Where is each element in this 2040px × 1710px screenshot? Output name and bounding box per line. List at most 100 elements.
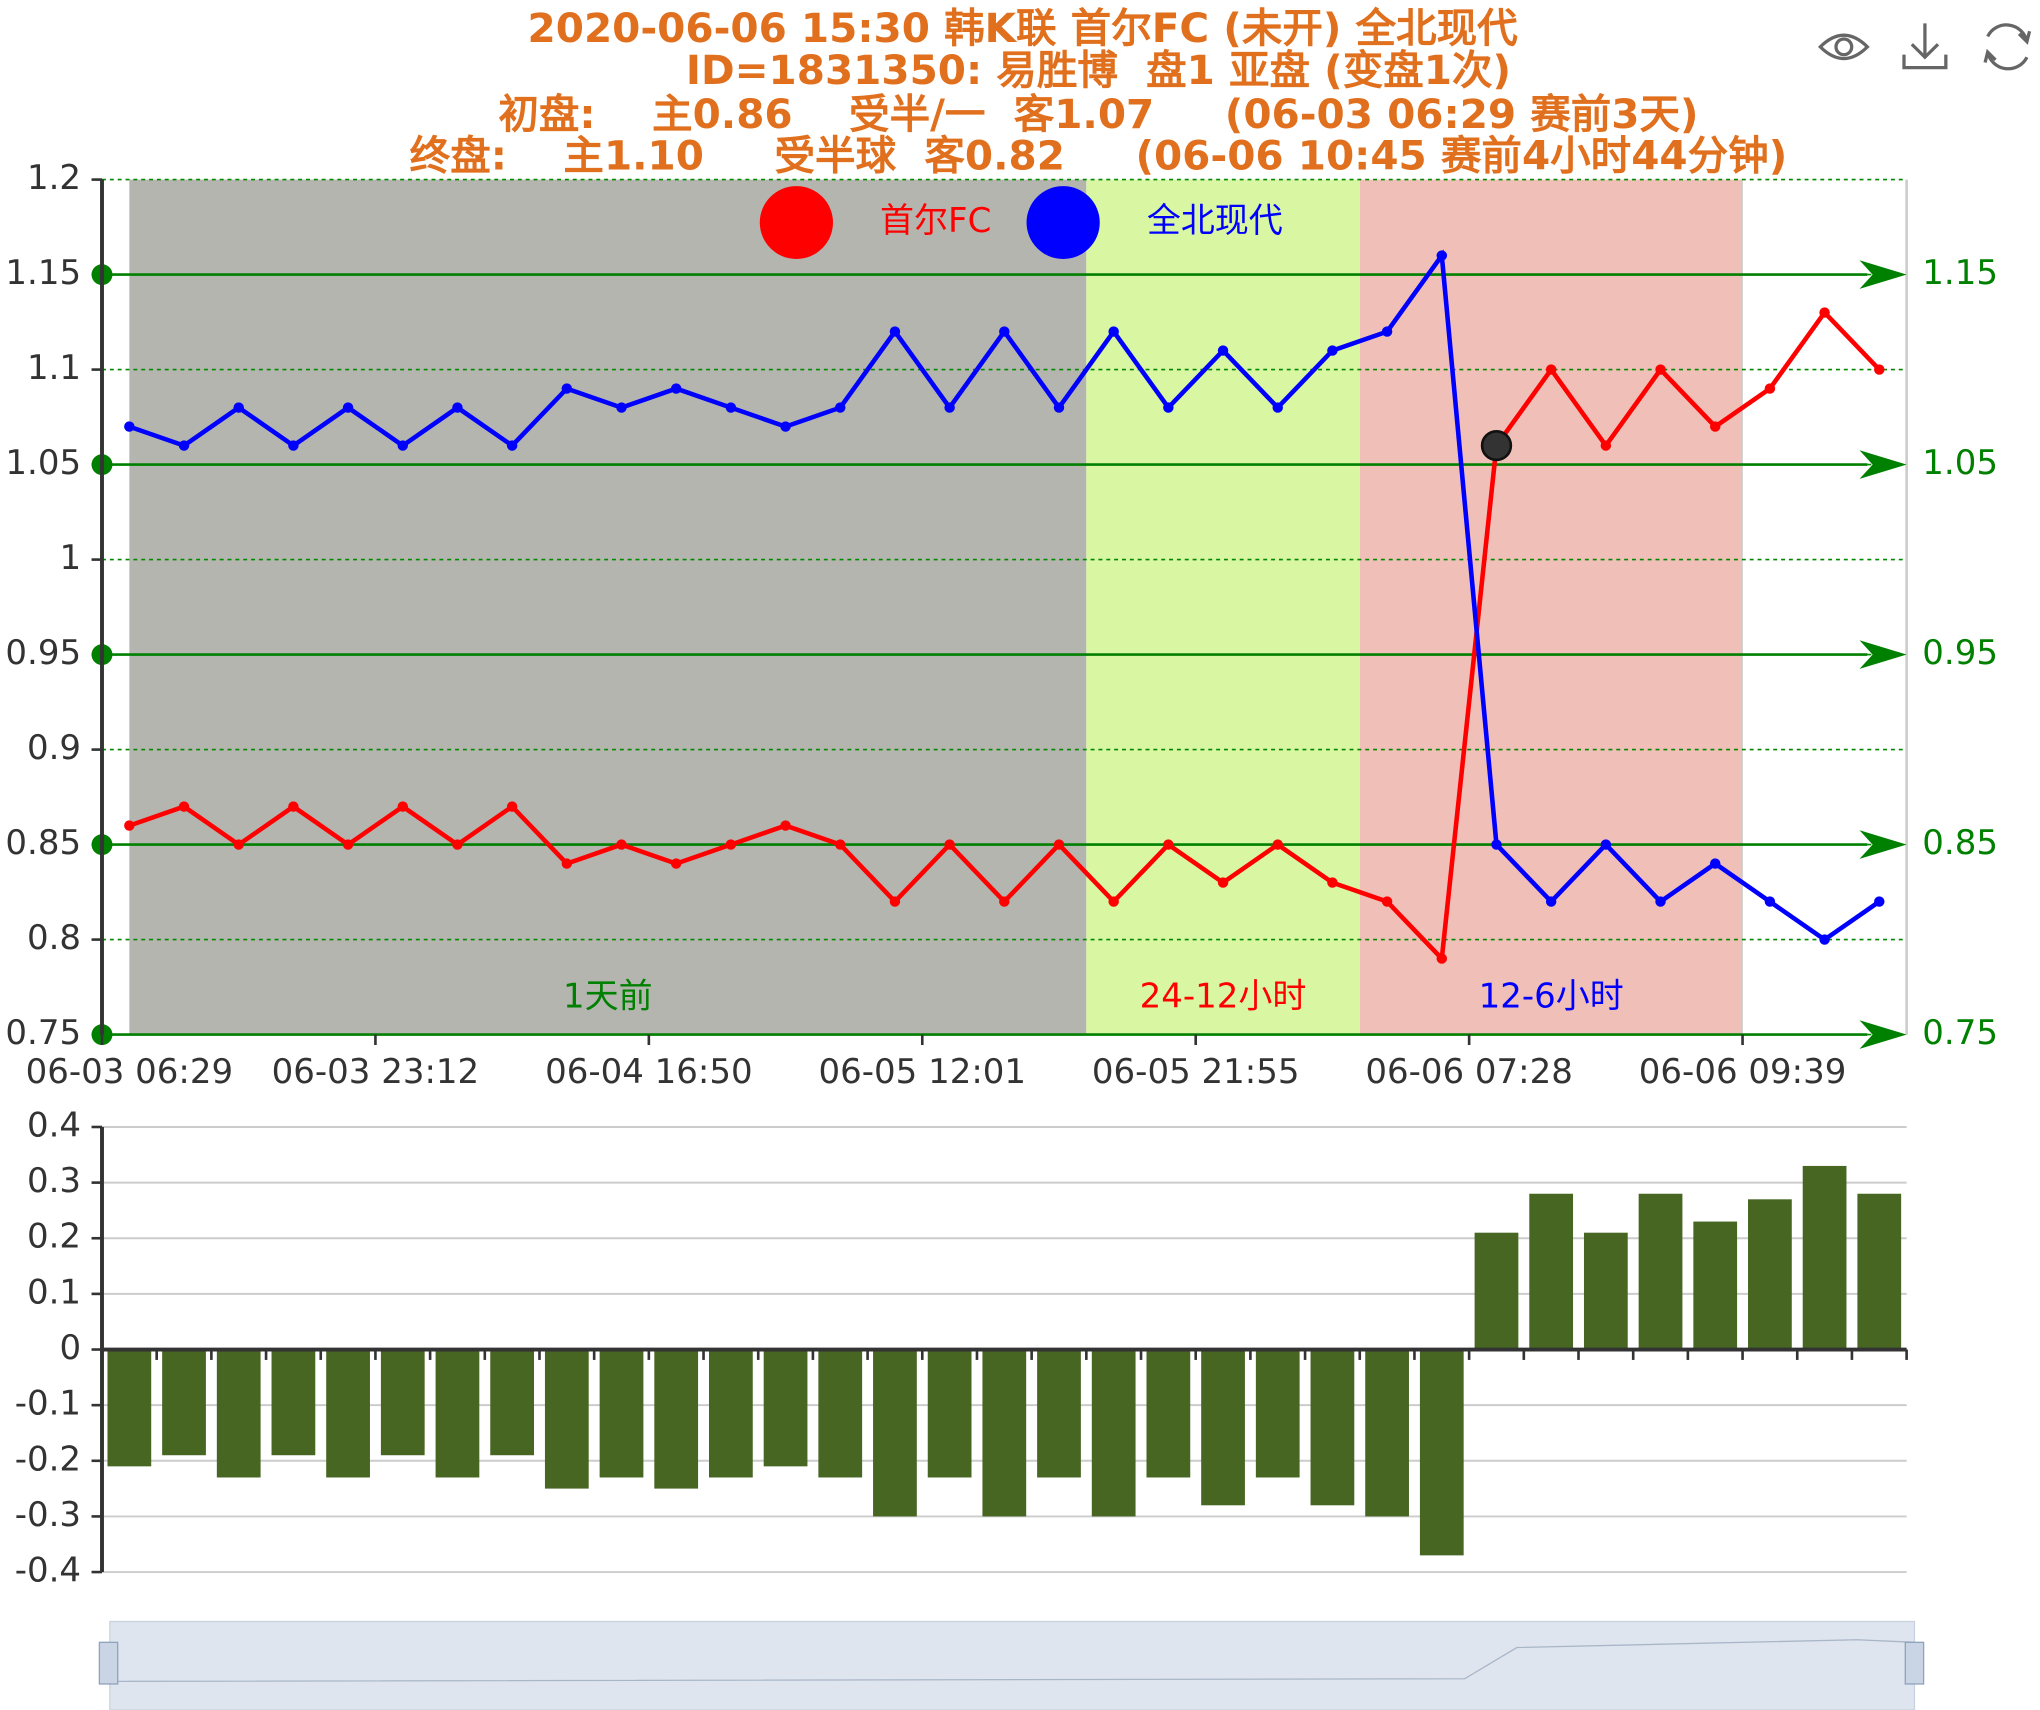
point: [178, 440, 190, 451]
mark-arrow: [1859, 450, 1907, 479]
point: [1819, 934, 1830, 945]
title-line: 终盘: 主1.10 受半球 客0.82 (06-06 10:45 赛前4小时44…: [410, 132, 1788, 180]
point: [1436, 250, 1448, 261]
y-tick-label: 1.05: [5, 443, 81, 482]
point: [725, 402, 737, 413]
bar: [1091, 1349, 1136, 1517]
point: [561, 383, 573, 394]
point: [1327, 877, 1338, 888]
point: [1709, 858, 1721, 869]
bar: [1583, 1232, 1628, 1350]
point: [233, 839, 244, 850]
bar: [1310, 1349, 1355, 1506]
bar: [544, 1349, 589, 1489]
zoom-handle[interactable]: [1904, 1641, 1925, 1685]
point: [1655, 896, 1666, 907]
bar: [1529, 1193, 1574, 1350]
x-tick-label: 06-06 09:39: [1639, 1052, 1847, 1091]
bar: [654, 1349, 699, 1489]
point: [1327, 345, 1338, 356]
mark-label: 1.05: [1922, 443, 1998, 482]
legend-label: 全北现代: [1147, 201, 1283, 240]
refresh-icon[interactable]: [1983, 23, 2032, 71]
title-line: 2020-06-06 15:30 韩K联 首尔FC (未开) 全北现代: [528, 4, 1519, 52]
point: [1819, 307, 1830, 318]
point: [233, 402, 244, 413]
point: [1655, 364, 1666, 375]
bar: [435, 1349, 480, 1478]
point: [1381, 326, 1393, 337]
region-label: 12-6小时: [1479, 977, 1624, 1016]
bar: [927, 1349, 972, 1478]
point: [889, 326, 901, 337]
bar: [1419, 1349, 1464, 1556]
point: [835, 402, 846, 413]
toolbox[interactable]: [1817, 23, 2032, 71]
point: [397, 440, 408, 451]
zoom-track[interactable]: [109, 1620, 1916, 1710]
bar: [1255, 1349, 1300, 1478]
bar: [709, 1349, 753, 1478]
y-tick-label: -0.4: [15, 1551, 81, 1590]
zoom-handle[interactable]: [98, 1641, 119, 1685]
bar: [1802, 1165, 1847, 1350]
bar: [763, 1349, 808, 1467]
mark-arrow: [1859, 260, 1907, 289]
legend-swatch: [759, 186, 833, 259]
bar: [873, 1349, 917, 1517]
mark-label: 0.95: [1922, 633, 1998, 672]
view-icon[interactable]: [1817, 33, 1870, 61]
point: [1053, 402, 1065, 413]
bar: [326, 1349, 370, 1478]
point: [780, 820, 791, 831]
download-icon[interactable]: [1902, 23, 1948, 70]
bar: [1693, 1221, 1738, 1350]
point: [1272, 839, 1283, 850]
region-label: 1天前: [563, 977, 653, 1016]
point: [944, 402, 955, 413]
point: [1108, 896, 1119, 907]
point: [670, 858, 682, 869]
x-tick-label: 06-03 23:12: [272, 1052, 480, 1091]
point: [342, 402, 354, 413]
bar: [818, 1349, 863, 1478]
y-tick-label: 0.85: [5, 823, 81, 862]
y-tick-label: 0.4: [27, 1106, 81, 1145]
x-tick-label: 06-05 21:55: [1092, 1052, 1300, 1091]
point: [1545, 896, 1557, 907]
point: [452, 402, 463, 413]
y-tick-label: 0: [59, 1328, 81, 1367]
point: [124, 820, 135, 831]
legend-swatch: [1026, 186, 1100, 259]
y-tick-label: -0.2: [15, 1439, 81, 1478]
x-tick-label: 06-06 07:28: [1365, 1052, 1573, 1091]
y-tick-label: 0.2: [27, 1217, 81, 1256]
title-line: 初盘: 主0.86 受半/一 客1.07 (06-03 06:29 赛前3天): [498, 90, 1698, 138]
y-tick-label: -0.3: [15, 1495, 81, 1534]
point: [178, 801, 190, 812]
y-tick-label: 1: [59, 538, 81, 577]
point: [725, 839, 737, 850]
point: [1108, 326, 1119, 337]
point: [999, 326, 1010, 337]
region: [1359, 179, 1743, 1035]
point: [1272, 402, 1283, 413]
bar: [490, 1349, 535, 1456]
x-tick-label: 06-04 16:50: [545, 1052, 753, 1091]
point: [124, 421, 135, 432]
mark-arrow: [1859, 640, 1907, 669]
bar: [1146, 1349, 1191, 1478]
point: [616, 402, 627, 413]
title-line: ID=1831350: 易胜博 盘1 亚盘 (变盘1次): [686, 46, 1511, 94]
point: [452, 839, 463, 850]
y-tick-label: 0.95: [5, 633, 81, 672]
y-tick-label: 0.3: [27, 1161, 81, 1200]
bar: [162, 1349, 206, 1456]
bar: [1201, 1349, 1245, 1506]
data-zoom[interactable]: [98, 1620, 1925, 1710]
point: [944, 839, 955, 850]
point: [670, 383, 682, 394]
highlight-point: [1480, 429, 1513, 462]
point: [999, 896, 1010, 907]
